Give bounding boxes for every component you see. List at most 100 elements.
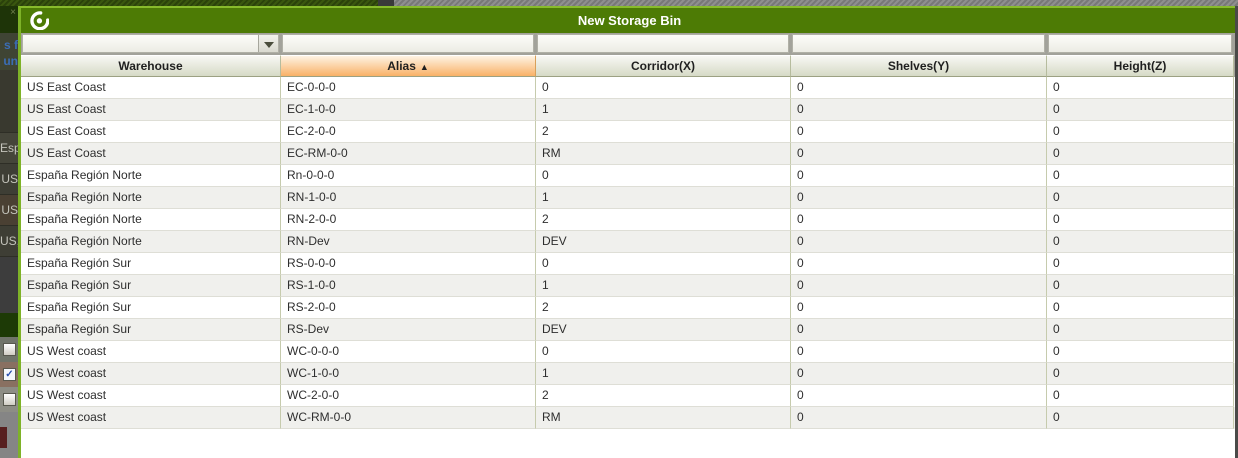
table-row[interactable]: US East Coast EC-1-0-0 1 0 0 (21, 99, 1238, 121)
table-row[interactable]: España Región Sur RS-Dev DEV 0 0 (21, 319, 1238, 341)
table-row[interactable]: US West coast WC-1-0-0 1 0 0 (21, 363, 1238, 385)
table-row[interactable]: US East Coast EC-0-0-0 0 0 0 (21, 77, 1238, 99)
table-row[interactable]: US East Coast EC-2-0-0 2 0 0 (21, 121, 1238, 143)
cell-warehouse: España Región Sur (21, 319, 281, 341)
cell-shelves: 0 (791, 363, 1047, 385)
table-row[interactable]: España Región Norte RN-2-0-0 2 0 0 (21, 209, 1238, 231)
column-header-alias[interactable]: Alias ▲ (281, 55, 536, 77)
cell-corridor: RM (536, 143, 791, 165)
cell-alias: WC-1-0-0 (281, 363, 536, 385)
cell-shelves: 0 (791, 231, 1047, 253)
background-header-block: × (0, 6, 18, 33)
cell-shelves: 0 (791, 341, 1047, 363)
cell-height: 0 (1047, 253, 1234, 275)
background-link-fragment: s f (3, 38, 18, 52)
cell-height: 0 (1047, 99, 1234, 121)
openerp-swirl-icon (30, 11, 49, 30)
cell-warehouse: US West coast (21, 385, 281, 407)
column-header-warehouse[interactable]: Warehouse (21, 55, 281, 77)
cell-corridor: 0 (536, 77, 791, 99)
cell-alias: WC-0-0-0 (281, 341, 536, 363)
cell-alias: RS-0-0-0 (281, 253, 536, 275)
cell-height: 0 (1047, 341, 1234, 363)
checkbox-checked[interactable]: ✓ (3, 368, 16, 381)
cell-corridor: 0 (536, 165, 791, 187)
cell-shelves: 0 (791, 253, 1047, 275)
background-list-row: US (0, 164, 18, 195)
cell-warehouse: US East Coast (21, 121, 281, 143)
column-header-corridor[interactable]: Corridor(X) (536, 55, 791, 77)
cell-height: 0 (1047, 385, 1234, 407)
cell-height: 0 (1047, 165, 1234, 187)
window-right-edge (1235, 6, 1238, 458)
cell-alias: EC-1-0-0 (281, 99, 536, 121)
column-header-shelves[interactable]: Shelves(Y) (791, 55, 1047, 77)
cell-corridor: 1 (536, 99, 791, 121)
table-row[interactable]: US East Coast EC-RM-0-0 RM 0 0 (21, 143, 1238, 165)
background-dark-block (0, 257, 18, 313)
cell-corridor: 1 (536, 275, 791, 297)
alias-filter-input[interactable] (282, 34, 534, 53)
background-green-bar (0, 313, 18, 337)
cell-height: 0 (1047, 77, 1234, 99)
checkbox-unchecked[interactable] (3, 393, 16, 406)
table-row[interactable]: España Región Norte RN-1-0-0 1 0 0 (21, 187, 1238, 209)
table-row[interactable]: US West coast WC-2-0-0 2 0 0 (21, 385, 1238, 407)
cell-height: 0 (1047, 319, 1234, 341)
cell-warehouse: US East Coast (21, 99, 281, 121)
cell-shelves: 0 (791, 187, 1047, 209)
corridor-filter-input[interactable] (537, 34, 789, 53)
cell-alias: Rn-0-0-0 (281, 165, 536, 187)
warehouse-filter-select[interactable] (22, 34, 279, 53)
table-row[interactable]: España Región Sur RS-1-0-0 1 0 0 (21, 275, 1238, 297)
dialog-title: New Storage Bin (577, 13, 682, 28)
cell-alias: RS-1-0-0 (281, 275, 536, 297)
cell-alias: RS-Dev (281, 319, 536, 341)
column-header-height[interactable]: Height(Z) (1047, 55, 1234, 77)
desktop-top-strip-notch (378, 0, 394, 6)
cell-corridor: 0 (536, 341, 791, 363)
cell-shelves: 0 (791, 319, 1047, 341)
cell-shelves: 0 (791, 385, 1047, 407)
cell-alias: RN-Dev (281, 231, 536, 253)
cell-warehouse: España Región Norte (21, 187, 281, 209)
table-row[interactable]: US West coast WC-0-0-0 0 0 0 (21, 341, 1238, 363)
cell-alias: EC-0-0-0 (281, 77, 536, 99)
cell-warehouse: US East Coast (21, 77, 281, 99)
cell-corridor: 2 (536, 385, 791, 407)
table-row[interactable]: España Región Norte RN-Dev DEV 0 0 (21, 231, 1238, 253)
filter-row (21, 33, 1238, 55)
background-link-block: s f un (0, 33, 18, 70)
height-filter-input[interactable] (1048, 34, 1232, 53)
cell-warehouse: España Región Sur (21, 297, 281, 319)
table-row[interactable]: España Región Norte Rn-0-0-0 0 0 0 (21, 165, 1238, 187)
table-row[interactable]: US West coast WC-RM-0-0 RM 0 0 (21, 407, 1238, 429)
cell-corridor: 2 (536, 121, 791, 143)
shelves-filter-input[interactable] (792, 34, 1045, 53)
cell-shelves: 0 (791, 121, 1047, 143)
cell-warehouse: España Región Norte (21, 165, 281, 187)
cell-corridor: 2 (536, 297, 791, 319)
cell-shelves: 0 (791, 275, 1047, 297)
background-checkbox-row: ✓ (0, 362, 18, 387)
cell-shelves: 0 (791, 143, 1047, 165)
sort-ascending-icon: ▲ (419, 62, 429, 72)
table-row[interactable]: España Región Sur RS-0-0-0 0 0 0 (21, 253, 1238, 275)
background-dark-block (0, 70, 18, 133)
cell-shelves: 0 (791, 99, 1047, 121)
cell-corridor: 0 (536, 253, 791, 275)
cell-alias: EC-2-0-0 (281, 121, 536, 143)
background-checkbox-row (0, 387, 18, 412)
cell-height: 0 (1047, 209, 1234, 231)
background-list-row: US (0, 195, 18, 226)
table-row[interactable]: España Región Sur RS-2-0-0 2 0 0 (21, 297, 1238, 319)
cell-shelves: 0 (791, 209, 1047, 231)
dropdown-arrow-button[interactable] (258, 35, 278, 52)
checkbox-unchecked[interactable] (3, 343, 16, 356)
cell-height: 0 (1047, 297, 1234, 319)
cell-warehouse: España Región Sur (21, 253, 281, 275)
cell-warehouse: US West coast (21, 341, 281, 363)
cell-shelves: 0 (791, 77, 1047, 99)
cell-height: 0 (1047, 363, 1234, 385)
cell-shelves: 0 (791, 407, 1047, 429)
